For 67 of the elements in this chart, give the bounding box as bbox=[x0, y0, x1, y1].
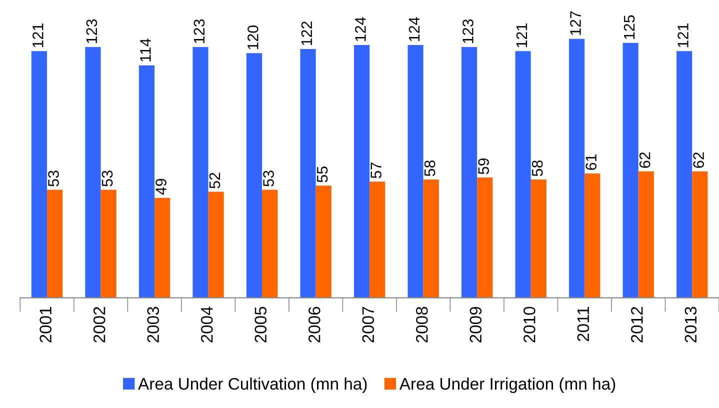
data-label: 49 bbox=[156, 178, 166, 195]
data-label: 123 bbox=[462, 19, 474, 44]
data-label: 61 bbox=[586, 154, 596, 170]
bar bbox=[461, 47, 478, 298]
bar bbox=[262, 190, 278, 298]
bar bbox=[515, 51, 531, 298]
x-tick-label: 2011 bbox=[577, 306, 590, 342]
data-label: 123 bbox=[194, 19, 205, 44]
data-label: 58 bbox=[424, 160, 436, 176]
legend-label: Area Under Cultivation (mn ha) bbox=[138, 378, 367, 394]
x-tick-label: 2005 bbox=[254, 306, 267, 342]
bar bbox=[477, 178, 493, 298]
x-tick-label: 2007 bbox=[362, 307, 374, 342]
data-label: 53 bbox=[263, 170, 274, 186]
data-label: 121 bbox=[32, 24, 44, 48]
bar bbox=[192, 47, 208, 298]
data-label: 122 bbox=[301, 22, 312, 46]
bar bbox=[692, 171, 708, 298]
legend-label: Area Under Irrigation (mn ha) bbox=[399, 378, 616, 394]
data-label: 58 bbox=[532, 160, 543, 176]
bar bbox=[676, 51, 692, 298]
data-label: 121 bbox=[678, 24, 688, 48]
data-label: 124 bbox=[355, 17, 366, 42]
x-tick-label: 2003 bbox=[147, 306, 160, 342]
data-label: 120 bbox=[248, 25, 258, 50]
x-tick-label: 2013 bbox=[684, 306, 697, 342]
bar bbox=[622, 42, 638, 298]
bar bbox=[100, 190, 116, 298]
data-label: 121 bbox=[516, 24, 527, 48]
bar bbox=[408, 44, 424, 298]
bar bbox=[316, 186, 332, 298]
data-label: 52 bbox=[209, 172, 220, 188]
bar bbox=[31, 51, 48, 298]
data-label: 114 bbox=[140, 38, 151, 62]
x-tick-label: 2002 bbox=[93, 307, 106, 342]
data-label: 124 bbox=[408, 17, 420, 42]
x-tick-label: 2010 bbox=[524, 306, 536, 342]
bar bbox=[584, 173, 600, 298]
x-tick-label: 2006 bbox=[308, 306, 320, 342]
x-tick-label: 2012 bbox=[631, 307, 643, 342]
data-label: 125 bbox=[624, 15, 635, 39]
data-label: 55 bbox=[317, 166, 328, 182]
bar bbox=[423, 180, 439, 298]
bar bbox=[300, 49, 316, 298]
data-label: 59 bbox=[478, 158, 489, 174]
bar bbox=[85, 47, 101, 298]
bar bbox=[638, 171, 654, 298]
x-tick-label: 2001 bbox=[40, 306, 52, 342]
data-label: 62 bbox=[693, 152, 704, 168]
bar bbox=[154, 198, 170, 298]
data-label: 53 bbox=[48, 170, 59, 186]
x-tick-label: 2008 bbox=[416, 306, 428, 342]
data-label: 62 bbox=[639, 152, 650, 168]
bar bbox=[208, 192, 224, 298]
x-tick-label: 2004 bbox=[200, 306, 213, 342]
data-label: 123 bbox=[86, 19, 98, 44]
x-tick-label: 2009 bbox=[470, 306, 482, 342]
data-label: 53 bbox=[102, 170, 113, 186]
bar bbox=[246, 53, 262, 298]
bar bbox=[354, 44, 370, 298]
bar bbox=[530, 180, 546, 298]
data-label: 127 bbox=[570, 11, 581, 35]
bar bbox=[370, 182, 386, 298]
bar bbox=[47, 190, 63, 298]
bar bbox=[569, 38, 585, 298]
bar bbox=[138, 65, 155, 298]
data-label: 57 bbox=[370, 162, 382, 178]
